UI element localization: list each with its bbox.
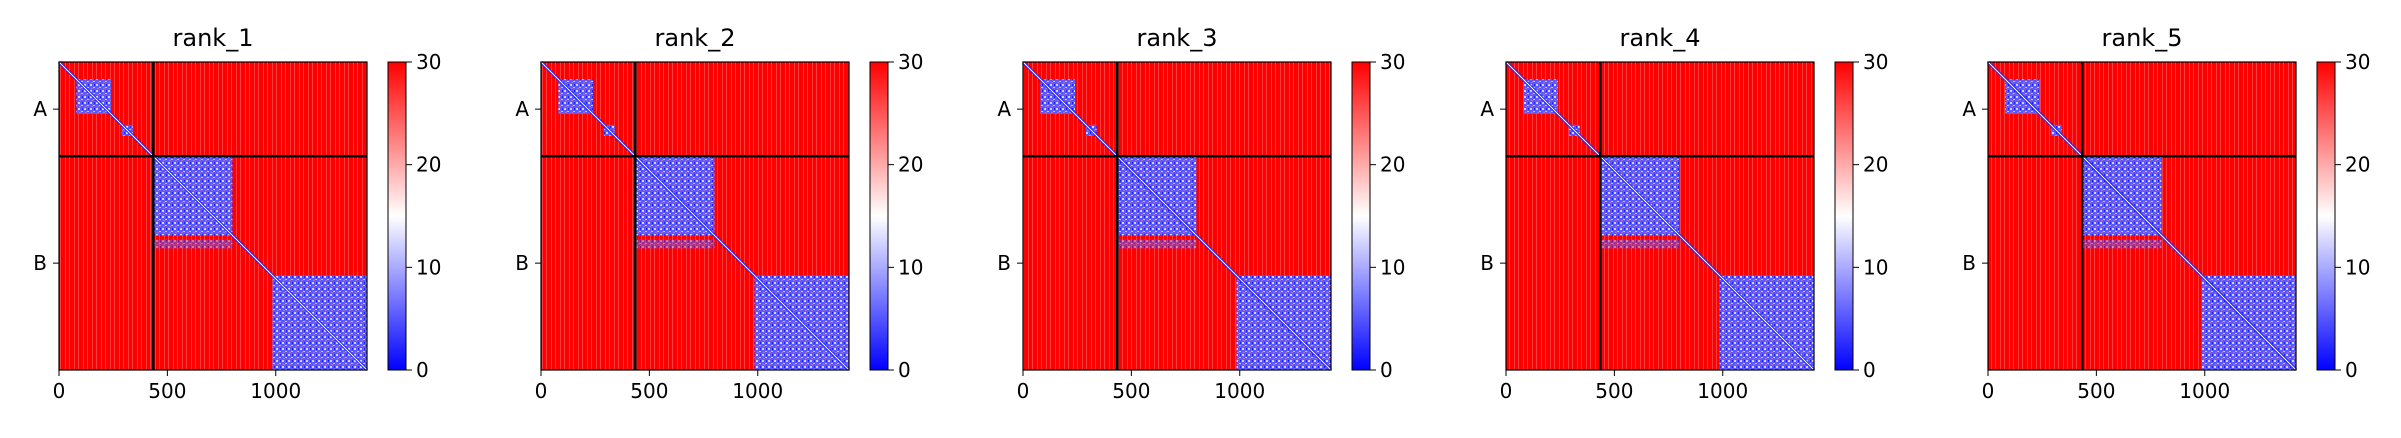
panel-title: rank_5 — [2102, 24, 2183, 52]
panel-title: rank_1 — [173, 24, 254, 52]
colorbar-tick-label: 20 — [1863, 153, 1888, 177]
xtick-label: 0 — [1017, 379, 1030, 403]
xtick-label: 500 — [1112, 379, 1150, 403]
heatmap-frame — [540, 61, 850, 371]
panel-title: rank_4 — [1620, 24, 1701, 52]
colorbar — [387, 61, 407, 371]
colorbar-tick-label: 20 — [2345, 153, 2370, 177]
colorbar-tick-label: 30 — [1380, 50, 1405, 74]
colorbar-tick-label: 0 — [1380, 358, 1393, 382]
ytick-label-A: A — [515, 97, 529, 121]
ytick-label-B: B — [997, 251, 1011, 275]
colorbar-tick-label: 20 — [898, 153, 923, 177]
colorbar-tick-label: 10 — [898, 255, 923, 279]
colorbar-tick-label: 30 — [1863, 50, 1888, 74]
ytick-label-B: B — [1480, 251, 1494, 275]
xtick-label: 1000 — [1697, 379, 1748, 403]
xtick-label: 0 — [535, 379, 548, 403]
colorbar — [1351, 61, 1371, 371]
heatmap-panel-3: rank_3 A B 0 500 1000 0 10 20 30 — [997, 24, 1405, 403]
colorbar-tick-label: 20 — [416, 153, 441, 177]
xtick-label: 500 — [630, 379, 668, 403]
diagonal-highlight — [1022, 61, 1332, 371]
ytick-label-A: A — [1962, 97, 1976, 121]
xtick-label: 0 — [53, 379, 66, 403]
interdomain-patch — [2083, 239, 2162, 249]
interdomain-patch — [1601, 239, 1680, 249]
diagonal-highlight — [1505, 61, 1815, 371]
ytick-label-B: B — [515, 251, 529, 275]
xtick-label: 0 — [1500, 379, 1513, 403]
ytick-label-B: B — [1962, 251, 1976, 275]
colorbar-tick-label: 30 — [898, 50, 923, 74]
colorbar-tick-label: 0 — [2345, 358, 2358, 382]
heatmap-panel-2: rank_2 A B 0 500 1000 0 10 20 30 — [515, 24, 923, 403]
ytick-label-B: B — [33, 251, 47, 275]
diagonal-highlight — [540, 61, 850, 371]
ytick-label-A: A — [1480, 97, 1494, 121]
colorbar-tick-label: 20 — [1380, 153, 1405, 177]
panel-title: rank_3 — [1137, 24, 1218, 52]
xtick-label: 500 — [1595, 379, 1633, 403]
colorbar-tick-label: 30 — [416, 50, 441, 74]
panel-title: rank_2 — [655, 24, 736, 52]
heatmap-frame — [1022, 61, 1332, 371]
heatmap-panel-1: rank_1 A B 0 500 1000 0 10 20 30 — [33, 24, 441, 403]
heatmap-frame — [58, 61, 368, 371]
colorbar-tick-label: 10 — [1380, 255, 1405, 279]
colorbar-tick-label: 10 — [416, 255, 441, 279]
heatmap-panel-4: rank_4 A B 0 500 1000 0 10 20 30 — [1480, 24, 1888, 403]
interdomain-patch — [636, 239, 715, 249]
interdomain-patch — [154, 239, 233, 249]
colorbar-tick-label: 0 — [898, 358, 911, 382]
diagonal-highlight — [58, 61, 368, 371]
xtick-label: 1000 — [2179, 379, 2230, 403]
xtick-label: 0 — [1982, 379, 1995, 403]
interdomain-patch — [1118, 239, 1197, 249]
heatmap-frame — [1505, 61, 1815, 371]
xtick-label: 1000 — [1214, 379, 1265, 403]
xtick-label: 500 — [148, 379, 186, 403]
colorbar — [869, 61, 889, 371]
colorbar-tick-label: 30 — [2345, 50, 2370, 74]
ytick-label-A: A — [997, 97, 1011, 121]
xtick-label: 1000 — [250, 379, 301, 403]
colorbar — [1834, 61, 1854, 371]
colorbar-tick-label: 0 — [416, 358, 429, 382]
xtick-label: 500 — [2077, 379, 2115, 403]
colorbar — [2316, 61, 2336, 371]
heatmap-frame — [1987, 61, 2297, 371]
colorbar-tick-label: 10 — [2345, 255, 2370, 279]
ytick-label-A: A — [33, 97, 47, 121]
colorbar-tick-label: 0 — [1863, 358, 1876, 382]
xtick-label: 1000 — [732, 379, 783, 403]
diagonal-highlight — [1987, 61, 2297, 371]
heatmap-panel-5: rank_5 A B 0 500 1000 0 10 20 30 — [1962, 24, 2370, 403]
colorbar-tick-label: 10 — [1863, 255, 1888, 279]
